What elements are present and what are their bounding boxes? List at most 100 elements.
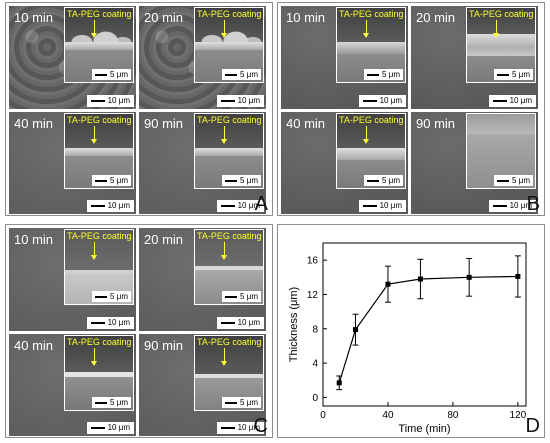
- x-tick-label: 40: [382, 410, 394, 421]
- main-scale-bar: 10 μm: [488, 200, 536, 212]
- arrow-icon: [221, 126, 227, 144]
- thickness-chart: 0 40 80 120 0 4 8 12 16 Time (min) Thickness (μm): [288, 242, 527, 435]
- arrow-icon: [363, 126, 369, 144]
- data-point: [466, 274, 472, 280]
- sem-image-c-10min: 10 min TA-PEG coating 5 μm 10 μm: [9, 228, 136, 331]
- time-label: 20 min: [144, 232, 184, 247]
- main-scale-bar: 10 μm: [216, 95, 264, 107]
- x-axis-label: Time (min): [398, 423, 450, 435]
- sem-image-c-20min: 20 min TA-PEG coating 5 μm 10 μm: [139, 228, 266, 331]
- series-line: [338, 275, 518, 384]
- arrow-icon: [221, 20, 227, 38]
- y-tick-label: 12: [307, 290, 319, 301]
- sem-image-a-10min: 10 min TA-PEG coating 5 μm 10 μm: [9, 6, 136, 109]
- main-scale-bar: 10 μm: [216, 317, 264, 329]
- sem-image-b-40min: 40 min TA-PEG coating 5 μm 10 μm: [281, 112, 408, 214]
- time-label: 90 min: [144, 116, 184, 131]
- inset-scale-bar: 5 μm: [92, 397, 131, 408]
- inset-scale-bar: 5 μm: [222, 69, 261, 80]
- sem-image-b-10min: 10 min TA-PEG coating 5 μm 10 μm: [281, 6, 408, 109]
- time-label: 20 min: [144, 10, 184, 25]
- plot-frame: [322, 242, 527, 407]
- inset-caption: TA-PEG coating: [197, 115, 262, 125]
- cross-section-inset: TA-PEG coating 5 μm: [466, 7, 536, 83]
- inset-caption: TA-PEG coating: [197, 9, 262, 19]
- inset-scale-bar: 5 μm: [92, 175, 131, 186]
- x-tick-label: 0: [320, 410, 326, 421]
- main-scale-bar: 10 μm: [358, 200, 406, 212]
- arrow-icon: [91, 20, 97, 38]
- cross-section-inset: TA-PEG coating 5 μm: [194, 7, 264, 83]
- main-scale-bar: 10 μm: [86, 317, 134, 329]
- inset-caption: TA-PEG coating: [339, 115, 404, 125]
- main-scale-bar: 10 μm: [86, 422, 134, 434]
- inset-scale-bar: 5 μm: [222, 175, 261, 186]
- time-label: 40 min: [286, 116, 326, 131]
- cross-section-inset: TA-PEG coating 5 μm: [336, 113, 406, 189]
- panel-c: 10 min TA-PEG coating 5 μm 10 μm 20 min …: [5, 224, 273, 438]
- data-point: [352, 327, 358, 333]
- inset-caption: TA-PEG coating: [67, 9, 132, 19]
- inset-caption: TA-PEG coating: [67, 231, 132, 241]
- arrow-icon: [363, 20, 369, 38]
- panel-letter: B: [526, 193, 540, 215]
- panel-a: 10 min TA-PEG coating 5 μm 10 μm 20 min …: [5, 2, 273, 216]
- main-scale-bar: 10 μm: [216, 422, 264, 434]
- cross-section-inset: TA-PEG coating 5 μm: [336, 7, 406, 83]
- inset-scale-bar: 5 μm: [92, 69, 131, 80]
- inset-scale-bar: 5 μm: [92, 291, 131, 302]
- time-label: 40 min: [14, 116, 54, 131]
- data-point: [336, 380, 342, 386]
- sem-image-b-20min: 20 min TA-PEG coating 5 μm 10 μm: [411, 6, 538, 109]
- time-label: 40 min: [14, 338, 54, 353]
- sem-image-a-20min: 20 min TA-PEG coating 5 μm 10 μm: [139, 6, 266, 109]
- y-axis-label: Thickness (μm): [288, 287, 300, 362]
- main-scale-bar: 10 μm: [358, 95, 406, 107]
- inset-scale-bar: 5 μm: [222, 291, 261, 302]
- cross-section-inset: TA-PEG coating 5 μm: [194, 229, 264, 305]
- y-tick-label: 8: [312, 324, 318, 335]
- y-tick-label: 16: [307, 256, 319, 267]
- data-point: [385, 281, 391, 287]
- main-scale-bar: 10 μm: [86, 95, 134, 107]
- time-label: 10 min: [14, 232, 54, 247]
- sem-image-c-40min: 40 min TA-PEG coating 5 μm 10 μm: [9, 334, 136, 436]
- inset-scale-bar: 5 μm: [494, 69, 533, 80]
- main-scale-bar: 10 μm: [216, 200, 264, 212]
- sem-image-b-90min: 90 min 5 μm 10 μm: [411, 112, 538, 214]
- time-label: 90 min: [144, 338, 184, 353]
- x-tick-label: 80: [447, 410, 459, 421]
- arrow-icon: [91, 348, 97, 366]
- arrow-icon: [221, 348, 227, 366]
- sem-image-a-40min: 40 min TA-PEG coating 5 μm 10 μm: [9, 112, 136, 214]
- arrow-icon: [221, 242, 227, 260]
- inset-caption: TA-PEG coating: [67, 115, 132, 125]
- cross-section-inset: TA-PEG coating 5 μm: [194, 113, 264, 189]
- cross-section-inset: TA-PEG coating 5 μm: [64, 7, 134, 83]
- cross-section-inset: TA-PEG coating 5 μm: [64, 335, 134, 411]
- panel-b: 10 min TA-PEG coating 5 μm 10 μm 20 min …: [277, 2, 545, 216]
- inset-caption: TA-PEG coating: [67, 337, 132, 347]
- inset-scale-bar: 5 μm: [364, 69, 403, 80]
- panel-letter: D: [525, 415, 540, 437]
- inset-caption: TA-PEG coating: [469, 9, 534, 19]
- panel-letter: A: [254, 193, 268, 215]
- cross-section-inset: TA-PEG coating 5 μm: [64, 113, 134, 189]
- inset-caption: TA-PEG coating: [197, 337, 262, 347]
- sem-image-a-90min: 90 min TA-PEG coating 5 μm 10 μm: [139, 112, 266, 214]
- panel-d: 0 40 80 120 0 4 8 12 16 Time (min) Thickness (μm) …: [277, 224, 545, 438]
- y-tick-label: 0: [312, 393, 318, 404]
- time-label: 90 min: [416, 116, 456, 131]
- arrow-icon: [91, 126, 97, 144]
- inset-scale-bar: 5 μm: [364, 175, 403, 186]
- inset-scale-bar: 5 μm: [494, 175, 533, 186]
- main-scale-bar: 10 μm: [86, 200, 134, 212]
- arrow-icon: [493, 20, 499, 38]
- time-label: 10 min: [286, 10, 326, 25]
- cross-section-inset: 5 μm: [466, 113, 536, 189]
- inset-caption: TA-PEG coating: [197, 231, 262, 241]
- data-point: [515, 273, 521, 279]
- x-tick-label: 120: [510, 410, 527, 421]
- cross-section-inset: TA-PEG coating 5 μm: [64, 229, 134, 305]
- panel-letter: C: [253, 415, 268, 437]
